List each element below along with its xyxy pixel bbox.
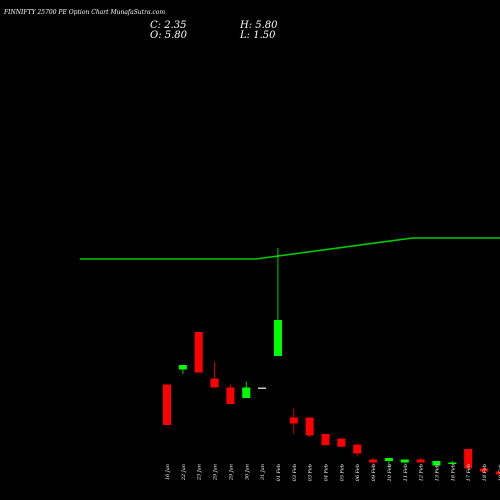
candle-body bbox=[321, 434, 330, 446]
candle bbox=[321, 434, 330, 446]
candle-body bbox=[416, 459, 425, 463]
candle bbox=[480, 467, 488, 473]
candle-body bbox=[305, 417, 314, 436]
x-tick-label: 23 Jan bbox=[197, 464, 203, 481]
candle-body bbox=[432, 461, 441, 466]
x-tick-label: 12 Feb bbox=[419, 464, 425, 481]
candle bbox=[273, 248, 282, 356]
x-tick-label: 03 Feb bbox=[292, 464, 298, 481]
high-value: H: 5.80 bbox=[240, 20, 278, 31]
candle-body bbox=[258, 387, 267, 389]
candle bbox=[305, 417, 314, 437]
x-tick-label: 16 Jan bbox=[165, 464, 171, 480]
candle bbox=[400, 459, 409, 464]
candle bbox=[226, 384, 235, 404]
x-tick-label: 09 Feb bbox=[371, 464, 377, 481]
candle bbox=[432, 461, 441, 466]
x-tick-label: 06 Feb bbox=[355, 464, 361, 481]
close-value: C: 2.35 bbox=[150, 20, 187, 31]
candle-body bbox=[464, 449, 473, 469]
candle bbox=[210, 362, 219, 388]
candle-body bbox=[369, 459, 378, 463]
open-value: O: 5.80 bbox=[150, 30, 188, 41]
overlay-line bbox=[79, 237, 500, 260]
candle-body bbox=[353, 444, 362, 454]
x-tick-label: 17 Feb bbox=[466, 464, 472, 481]
x-tick-label: 29 Jan bbox=[228, 464, 234, 481]
candle-body bbox=[242, 387, 251, 398]
candle bbox=[337, 438, 346, 447]
candle-body bbox=[273, 320, 282, 356]
x-tick-label: 10 Feb bbox=[387, 464, 393, 481]
candle bbox=[258, 387, 267, 389]
overlay-layer bbox=[79, 237, 500, 260]
chart-title: FINNIFTY 25700 PE Option Chart MunafaSut… bbox=[4, 9, 166, 16]
x-tick-label: 05 Feb bbox=[339, 464, 345, 481]
candle bbox=[416, 458, 425, 463]
candle bbox=[289, 408, 298, 434]
candle-body bbox=[226, 387, 235, 404]
x-tick-label: 31 Jan bbox=[260, 464, 266, 480]
candle-body bbox=[337, 438, 346, 447]
candle bbox=[353, 444, 362, 457]
x-tick-label: 03 Feb bbox=[308, 464, 314, 481]
candle bbox=[178, 365, 187, 374]
x-tick-label: 18 Feb bbox=[482, 464, 488, 481]
x-tick-label: 19 Feb bbox=[498, 464, 500, 481]
x-tick-label: 01 Feb bbox=[276, 464, 282, 481]
x-tick-label: 16 Feb bbox=[450, 464, 456, 481]
x-tick-label: 11 Feb bbox=[403, 464, 409, 481]
candle-body bbox=[210, 378, 219, 388]
candle-body bbox=[384, 458, 393, 461]
candle-body bbox=[194, 332, 203, 373]
x-axis-labels: 16 Jan 22 Jan 23 Jan 29 Jan 29 Jan 30 Jan 31 J… bbox=[165, 464, 500, 481]
candle-body bbox=[289, 417, 298, 424]
candle bbox=[163, 384, 171, 425]
candle bbox=[448, 461, 457, 464]
candle bbox=[384, 458, 393, 467]
candle-body bbox=[163, 384, 171, 425]
x-tick-label: 13 Feb bbox=[434, 464, 440, 481]
x-tick-label: 30 Jan bbox=[244, 464, 250, 480]
candle bbox=[369, 458, 378, 467]
candle-body bbox=[495, 471, 500, 475]
candle-body bbox=[480, 468, 488, 472]
x-tick-label: 29 Jan bbox=[213, 464, 219, 481]
x-tick-label: 22 Jan bbox=[181, 464, 187, 481]
candles-layer bbox=[163, 248, 500, 475]
candle bbox=[242, 381, 251, 398]
low-value: L: 1.50 bbox=[240, 30, 276, 41]
candle bbox=[464, 449, 473, 469]
candle-body bbox=[400, 459, 409, 463]
candle bbox=[194, 332, 203, 373]
x-tick-label: 04 Feb bbox=[324, 464, 330, 481]
candle-body bbox=[448, 462, 457, 464]
candle-body bbox=[178, 365, 187, 370]
